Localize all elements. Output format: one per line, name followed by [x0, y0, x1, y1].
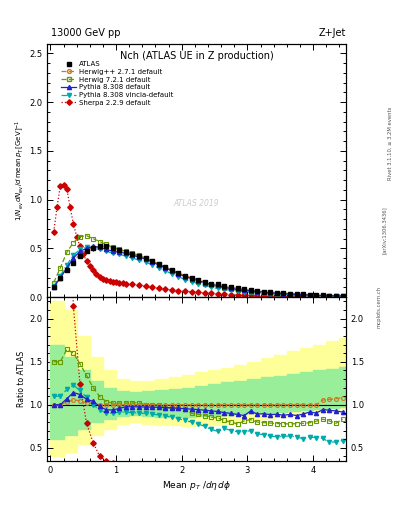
Text: Nch (ATLAS UE in Z production): Nch (ATLAS UE in Z production) [119, 51, 274, 61]
Legend: ATLAS, Herwig++ 2.7.1 default, Herwig 7.2.1 default, Pythia 8.308 default, Pythi: ATLAS, Herwig++ 2.7.1 default, Herwig 7.… [60, 60, 175, 107]
Text: [arXiv:1306.3436]: [arXiv:1306.3436] [382, 206, 387, 254]
Text: Rivet 3.1.10, ≥ 3.2M events: Rivet 3.1.10, ≥ 3.2M events [387, 106, 392, 180]
Text: 13000 GeV pp: 13000 GeV pp [51, 28, 121, 38]
Y-axis label: $1/N_{\mathrm{ev}}\,dN_{\mathrm{ev}}/d\,\mathrm{mean}\,p_T\,[\mathrm{GeV}]^{-1}$: $1/N_{\mathrm{ev}}\,dN_{\mathrm{ev}}/d\,… [14, 120, 26, 221]
Text: ATLAS 2019: ATLAS 2019 [174, 199, 219, 208]
X-axis label: Mean $p_T$ $/d\eta\,d\phi$: Mean $p_T$ $/d\eta\,d\phi$ [162, 479, 231, 492]
Y-axis label: Ratio to ATLAS: Ratio to ATLAS [17, 351, 26, 407]
Text: Z+Jet: Z+Jet [318, 28, 346, 38]
Text: mcplots.cern.ch: mcplots.cern.ch [376, 286, 381, 328]
